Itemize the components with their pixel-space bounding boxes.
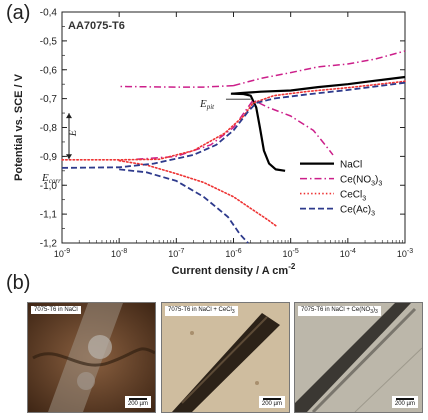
micrograph-nacl-scalebar: 200 µm [124,396,151,408]
x-tick-label: 10-4 [340,248,356,259]
y-tick-label: -0,8 [40,123,58,134]
micrograph-cecl3-caption: 7075-T6 in NaCl + CeCl3 [165,306,238,317]
epit-label: Epit [199,98,215,111]
y-tick-label: -0,7 [40,94,58,105]
micrograph-cenitrate-caption: 7075-T6 in NaCl + Ce(NO3)3 [298,306,381,317]
delta-e-label: E [68,130,79,137]
panel-label-b: (b) [6,272,31,294]
legend-label-3: Ce(Ac)3 [340,205,375,218]
ecorr-label: Ecorr [41,172,61,185]
y-tick-label: -1,1 [40,210,58,221]
x-tick-label: 10-9 [54,248,70,259]
panel-label-a: (a) [6,2,31,24]
x-tick-label: 10-7 [168,248,184,259]
legend-label-2: CeCl3 [340,190,366,203]
y-axis-label: Potential vs. SCE / V [13,73,25,181]
micrograph-cenitrate: 7075-T6 in NaCl + Ce(NO3)3 200 µm [294,302,423,413]
y-tick-label: -0,4 [40,8,58,19]
y-tick-label: -0,9 [40,152,58,163]
y-tick-label: -1,0 [40,181,58,192]
micrograph-nacl-image [28,303,155,412]
series-line-0 [230,75,406,172]
micrograph-nacl: 7075-T6 in NaCl 200 µm [27,302,156,413]
y-tick-label: -0,6 [40,65,58,76]
x-tick-label: 10-5 [283,248,299,259]
micrograph-cenitrate-image [295,303,422,412]
legend-label-1: Ce(NO3)3 [340,175,382,188]
delta-e-arrowhead-down [66,154,72,160]
micrograph-cecl3-image [162,303,289,412]
x-tick-label: 10-6 [225,248,241,259]
series-line-3 [61,81,406,244]
chart-title: AA7075-T6 [68,20,125,32]
series-line-2 [61,80,406,227]
y-tick-label: -1,2 [40,239,58,250]
x-tick-label: 10-3 [397,248,413,259]
micrograph-cecl3-scalebar: 200 µm [258,396,285,408]
delta-e-arrowhead-up [66,113,72,119]
micrograph-cecl3: 7075-T6 in NaCl + CeCl3 200 µm [161,302,290,413]
micrograph-cenitrate-scalebar: 200 µm [391,396,418,408]
x-axis-label: Current density / A cm-2 [172,262,296,277]
x-tick-label: 10-8 [111,248,127,259]
y-tick-label: -0,5 [40,36,58,47]
micrograph-nacl-caption: 7075-T6 in NaCl [31,306,81,314]
legend-label-0: NaCl [340,160,362,171]
